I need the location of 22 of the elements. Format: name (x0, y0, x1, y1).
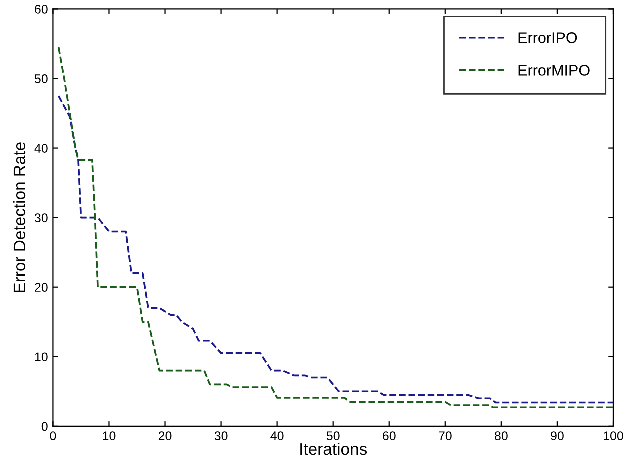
y-axis-title: Error Detection Rate (13, 142, 26, 292)
legend-label: ErrorMIPO (518, 65, 590, 76)
x-tick-label: 80 (495, 432, 508, 440)
y-tick-label: 50 (34, 74, 48, 84)
y-tick-label: 60 (35, 5, 48, 14)
y-tick-label: 20 (35, 283, 48, 292)
y-tick-label: 0 (42, 422, 48, 432)
x-tick-label: 30 (214, 432, 228, 440)
x-tick-label: 0 (50, 432, 56, 440)
x-tick-label: 20 (158, 432, 172, 440)
x-tick-label: 60 (383, 432, 396, 440)
x-tick-label: 10 (103, 432, 116, 440)
y-tick-label: 30 (34, 214, 48, 222)
legend-label: ErrorIPO (518, 32, 578, 44)
x-axis-title: Iterations (300, 442, 368, 456)
x-tick-label: 70 (439, 432, 452, 440)
y-tick-label: 10 (35, 352, 48, 362)
x-tick-label: 50 (326, 432, 340, 440)
y-tick-label: 40 (34, 144, 48, 153)
x-tick-label: 90 (551, 432, 564, 440)
x-tick-label: 40 (270, 432, 284, 440)
x-tick-label: 100 (604, 432, 624, 440)
